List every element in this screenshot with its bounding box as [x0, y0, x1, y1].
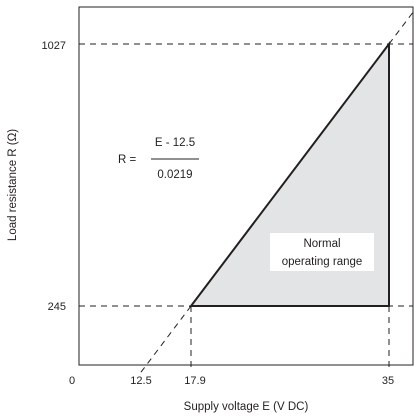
- y-tick-245: 245: [48, 301, 66, 313]
- x-tick-17-9: 17.9: [184, 375, 205, 387]
- region-label-box: [270, 233, 374, 271]
- x-axis-title: Supply voltage E (V DC): [184, 401, 309, 413]
- x-tick-12-5: 12.5: [130, 375, 151, 387]
- formula-denominator: 0.0219: [157, 169, 192, 181]
- plot-frame: [78, 6, 414, 366]
- x-tick-35: 35: [382, 375, 394, 387]
- region-label-line-1: Normal: [303, 238, 340, 250]
- formula-lhs: R =: [118, 154, 137, 166]
- load-line-extension-low: [138, 305, 192, 376]
- formula-numerator: E - 12.5: [155, 137, 195, 149]
- y-tick-1027: 1027: [42, 40, 66, 52]
- y-axis-title: Load resistance R (Ω): [7, 129, 19, 241]
- origin-label: 0: [69, 375, 75, 387]
- load-line-extension-high: [388, 10, 414, 45]
- region-label-line-2: operating range: [282, 256, 363, 268]
